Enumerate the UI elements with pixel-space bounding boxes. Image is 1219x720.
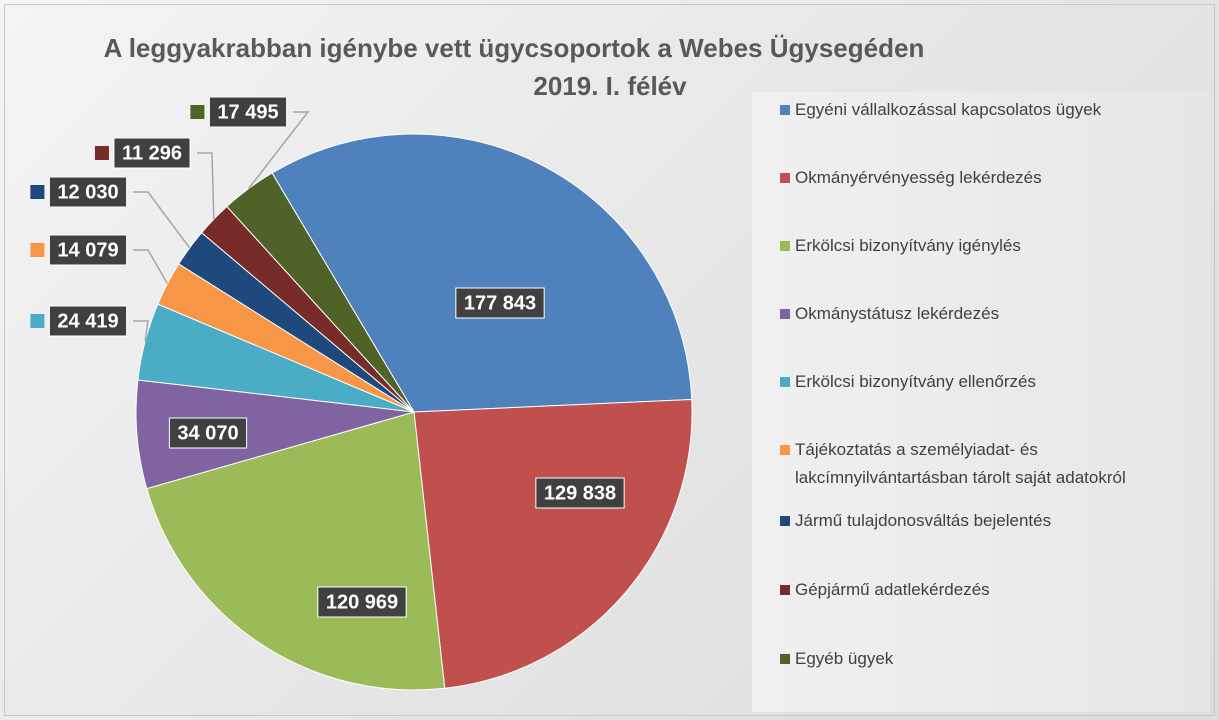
leader-line: [248, 111, 310, 190]
data-label: 34 070: [177, 422, 238, 444]
legend-item: Gépjármű adatlekérdezés: [780, 576, 1210, 604]
legend-swatch: [780, 377, 790, 387]
legend-label: Egyéb ügyek: [795, 649, 894, 668]
data-label-key: [190, 105, 205, 119]
data-label-key: [94, 146, 109, 160]
pie-slice: [413, 398, 693, 689]
legend-swatch: [780, 309, 790, 319]
data-label: 11 296: [122, 142, 182, 164]
data-label: 17 495: [217, 101, 278, 123]
pie-slice: [226, 172, 415, 413]
data-label-box: [48, 176, 128, 208]
data-label: 12 030: [57, 181, 118, 203]
data-label-box: [113, 137, 191, 169]
data-label: 129 838: [544, 482, 616, 504]
legend-item: Okmánystátusz lekérdezés: [780, 300, 1210, 328]
pie-slice: [271, 133, 693, 413]
data-label-box: [455, 287, 545, 319]
legend-swatch: [780, 173, 790, 183]
pie-slice: [146, 411, 446, 691]
data-label-key: [30, 243, 45, 257]
chart-border: [4, 4, 1215, 716]
data-label-box: [317, 586, 407, 618]
legend-label: Okmánystátusz lekérdezés: [795, 304, 1000, 323]
legend-swatch: [780, 516, 790, 526]
legend-label: Tájékoztatás a személyiadat- és lakcímny…: [795, 440, 1126, 487]
legend-swatch: [780, 585, 790, 595]
legend-item: Tájékoztatás a személyiadat- és lakcímny…: [780, 436, 1210, 492]
chart-title: A leggyakrabban igénybe vett ügycsoporto…: [104, 33, 925, 63]
data-label-key: [30, 314, 45, 328]
legend-swatch: [780, 105, 790, 115]
data-label-box: [208, 96, 288, 128]
legend-label: Erkölcsi bizonyítvány ellenőrzés: [795, 372, 1036, 391]
legend-label: Egyéni vállalkozással kapcsolatos ügyek: [795, 100, 1102, 119]
leader-line: [133, 320, 149, 342]
data-label: 24 419: [57, 310, 118, 332]
legend-label: Okmányérvényesség lekérdezés: [795, 168, 1042, 187]
data-label: 177 843: [464, 292, 536, 314]
legend-item: Jármű tulajdonosváltás bejelentés: [780, 507, 1210, 535]
legend-swatch: [780, 654, 790, 664]
data-labels: 177 843 129 838 120 969 34 070 24 419 14 079 1…: [30, 96, 625, 618]
data-label-box: [48, 305, 128, 337]
legend-swatch: [780, 241, 790, 251]
leader-line: [197, 152, 215, 220]
data-label-box: [535, 477, 625, 509]
legend-panel: [752, 92, 1210, 712]
legend-label: Gépjármű adatlekérdezés: [795, 580, 990, 599]
legend-label: Jármű tulajdonosváltás bejelentés: [795, 511, 1052, 530]
legend-label: Erkölcsi bizonyítvány igénylés: [795, 236, 1021, 255]
chart-title: 2019. I. félév: [533, 71, 687, 101]
leader-line: [133, 191, 191, 249]
data-label-key: [30, 185, 45, 199]
legend-item: Okmányérvényesség lekérdezés: [780, 164, 1210, 192]
data-label: 120 969: [326, 591, 398, 613]
data-label-box: [168, 417, 248, 449]
legend-item: Erkölcsi bizonyítvány ellenőrzés: [780, 368, 1210, 396]
data-label-box: [48, 234, 128, 266]
data-label: 14 079: [57, 239, 118, 261]
leader-line: [133, 249, 169, 284]
legend-item: Egyéb ügyek: [780, 645, 1210, 673]
legend-swatch: [780, 445, 790, 455]
legend-item: Egyéni vállalkozással kapcsolatos ügyek: [780, 96, 1210, 124]
legend-item: Erkölcsi bizonyítvány igénylés: [780, 232, 1210, 260]
